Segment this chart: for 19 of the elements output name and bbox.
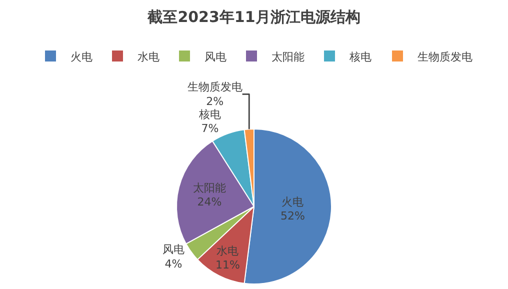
legend-label: 火电 [70,50,92,64]
data-label: 11% [215,258,240,272]
data-label: 2% [206,94,224,108]
legend-label: 核电 [348,50,372,64]
legend-label: 风电 [204,50,226,64]
slice-label: 太阳能 [192,181,226,194]
legend-label: 太阳能 [272,50,304,64]
data-label: 52% [280,210,305,223]
legend-label: 生物质发电 [418,50,472,64]
slice-label: 生物质发电 [187,80,242,94]
slice-label: 水电 [216,244,239,258]
chart-title: 截至2023年11月浙江电源结构 [146,8,360,26]
data-label: 24% [197,196,222,209]
slice-label: 核电 [198,108,221,121]
slice-label: 风电 [162,243,184,256]
data-label: 4% [164,257,182,270]
slice-label: 火电 [282,195,304,208]
data-label: 7% [201,122,219,136]
legend-label: 水电 [138,50,160,64]
